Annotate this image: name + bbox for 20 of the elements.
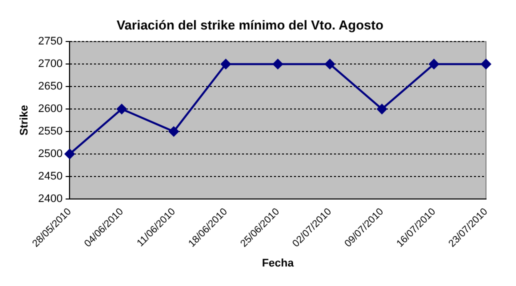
y-tick-label: 2550 xyxy=(38,126,63,138)
point xyxy=(272,59,283,70)
y-tick-label: 2450 xyxy=(38,170,63,182)
chart-title: Variación del strike mínimo del Vto. Agosto xyxy=(116,17,384,32)
y-tick-label: 2750 xyxy=(38,36,63,48)
point xyxy=(481,59,491,70)
point xyxy=(116,104,127,114)
point xyxy=(324,59,335,70)
y-axis-title: Strike xyxy=(18,104,31,136)
point xyxy=(376,104,387,114)
point xyxy=(220,59,231,70)
point xyxy=(64,148,75,159)
point xyxy=(428,59,439,70)
y-tick-label: 2600 xyxy=(38,103,63,116)
y-tick-label: 2500 xyxy=(38,148,63,160)
point xyxy=(168,126,179,136)
y-tick-label: 2700 xyxy=(38,58,63,70)
y-tick-label: 2650 xyxy=(38,80,63,93)
x-axis-title: Fecha xyxy=(262,257,295,270)
y-tick-label: 2400 xyxy=(38,192,63,205)
